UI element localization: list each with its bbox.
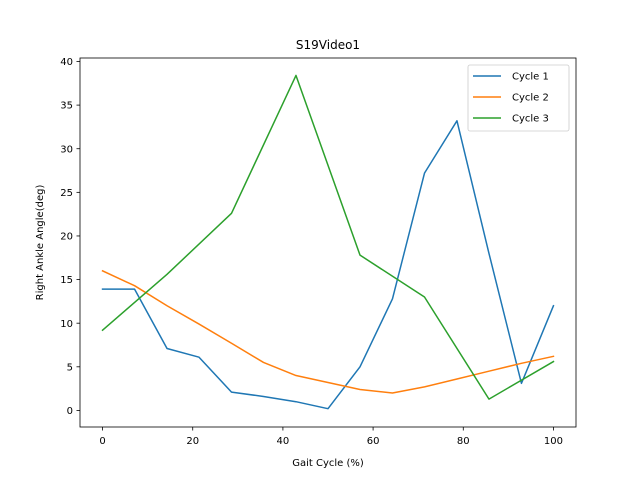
x-tick-label: 20 bbox=[186, 436, 199, 447]
x-tick-label: 40 bbox=[277, 436, 290, 447]
y-tick-label: 15 bbox=[60, 275, 73, 286]
chart-title: S19Video1 bbox=[296, 38, 360, 52]
legend: Cycle 1 Cycle 2 Cycle 3 bbox=[467, 64, 570, 132]
y-tick-label: 20 bbox=[60, 232, 73, 243]
y-axis-label: Right Ankle Angle(deg) bbox=[35, 185, 46, 301]
y-tick-label: 10 bbox=[60, 319, 73, 330]
plot-frame bbox=[79, 57, 577, 428]
y-tick-label: 30 bbox=[60, 144, 73, 155]
y-tick-label: 35 bbox=[60, 101, 73, 112]
y-tick-label: 25 bbox=[60, 188, 73, 199]
series-layer bbox=[101, 74, 555, 410]
y-tick-label: 5 bbox=[67, 362, 73, 373]
legend-label-2: Cycle 2 bbox=[512, 93, 549, 104]
x-tick-label: 0 bbox=[99, 436, 105, 447]
y-tick-label: 0 bbox=[67, 406, 73, 417]
legend-box bbox=[467, 64, 570, 132]
x-axis-label: Gait Cycle (%) bbox=[292, 458, 364, 469]
x-tick-label: 80 bbox=[457, 436, 470, 447]
x-tick-label: 60 bbox=[367, 436, 380, 447]
x-axis: 0 20 40 60 80 100 bbox=[99, 427, 563, 447]
x-tick-label: 100 bbox=[544, 436, 563, 447]
legend-label-3: Cycle 3 bbox=[512, 114, 549, 125]
series-line-3 bbox=[101, 74, 555, 400]
series-line-2 bbox=[101, 269, 555, 394]
legend-label-1: Cycle 1 bbox=[512, 72, 549, 83]
series-line-1 bbox=[101, 120, 555, 410]
y-tick-label: 40 bbox=[60, 57, 73, 68]
y-axis: 0 5 10 15 20 25 30 35 40 bbox=[60, 57, 80, 417]
